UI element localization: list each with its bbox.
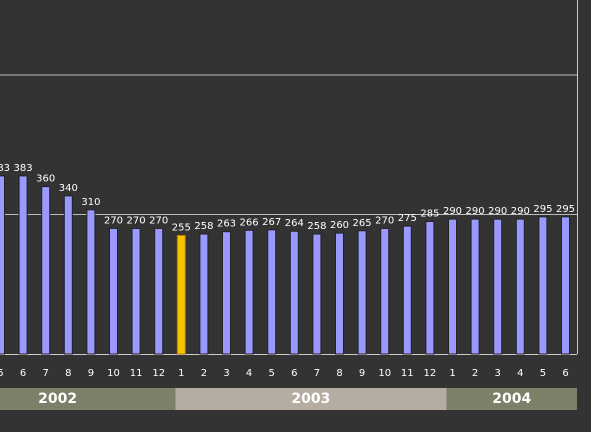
value-label: 383 bbox=[14, 163, 33, 174]
value-label: 270 bbox=[149, 215, 168, 226]
value-label: 270 bbox=[104, 215, 123, 226]
x-tick-label: 6 bbox=[20, 368, 26, 379]
x-tick-label: 9 bbox=[359, 368, 365, 379]
bar bbox=[493, 218, 503, 355]
value-label: 285 bbox=[420, 208, 439, 219]
bar bbox=[63, 195, 73, 355]
x-tick-label: 11 bbox=[401, 368, 414, 379]
bar bbox=[131, 227, 141, 355]
bar bbox=[41, 186, 51, 355]
x-tick-label: 12 bbox=[424, 368, 437, 379]
value-label: 290 bbox=[466, 206, 485, 217]
x-tick-label: 6 bbox=[291, 368, 297, 379]
bar bbox=[222, 231, 231, 355]
bar bbox=[267, 229, 277, 355]
value-label: 263 bbox=[217, 219, 236, 230]
year-band bbox=[175, 388, 447, 410]
bar bbox=[244, 229, 254, 355]
x-tick-label: 10 bbox=[378, 368, 391, 379]
value-label: 255 bbox=[172, 222, 191, 233]
bar bbox=[312, 233, 322, 355]
bar bbox=[86, 209, 96, 355]
bar bbox=[425, 220, 435, 355]
value-label: 290 bbox=[511, 206, 530, 217]
bar bbox=[357, 230, 367, 355]
x-tick-label: 5 bbox=[269, 368, 275, 379]
year-label: 2003 bbox=[291, 391, 330, 407]
x-tick-label: 5 bbox=[0, 368, 4, 379]
bar bbox=[561, 216, 570, 355]
value-label: 295 bbox=[556, 204, 575, 215]
value-label: 267 bbox=[262, 217, 281, 228]
value-label: 275 bbox=[398, 213, 417, 224]
x-tick-label: 3 bbox=[495, 368, 501, 379]
value-label: 265 bbox=[353, 218, 372, 229]
year-band bbox=[0, 388, 176, 410]
bar bbox=[335, 232, 344, 355]
x-tick-label: 7 bbox=[43, 368, 49, 379]
value-label: 264 bbox=[285, 218, 304, 229]
bar bbox=[176, 234, 186, 355]
value-label: 295 bbox=[533, 204, 552, 215]
value-label: 258 bbox=[307, 221, 326, 232]
value-label: 290 bbox=[443, 206, 462, 217]
bar bbox=[538, 216, 548, 355]
year-label: 2002 bbox=[38, 391, 77, 407]
bar bbox=[289, 230, 299, 355]
x-tick-label: 1 bbox=[449, 368, 455, 379]
value-label: 270 bbox=[375, 215, 394, 226]
value-label: 383 bbox=[0, 163, 10, 174]
x-tick-label: 8 bbox=[336, 368, 342, 379]
value-label: 310 bbox=[81, 197, 100, 208]
x-tick-label: 12 bbox=[152, 368, 165, 379]
value-label: 270 bbox=[127, 215, 146, 226]
x-tick-label: 7 bbox=[314, 368, 320, 379]
x-tick-label: 5 bbox=[540, 368, 546, 379]
x-tick-label: 2 bbox=[472, 368, 478, 379]
bar bbox=[515, 218, 525, 355]
bar bbox=[154, 227, 164, 355]
x-tick-label: 4 bbox=[246, 368, 252, 379]
bar bbox=[18, 175, 28, 355]
x-tick-label: 9 bbox=[88, 368, 94, 379]
x-tick-label: 1 bbox=[178, 368, 184, 379]
value-label: 340 bbox=[59, 183, 78, 194]
x-tick-label: 11 bbox=[130, 368, 143, 379]
x-tick-label: 10 bbox=[107, 368, 120, 379]
bar bbox=[380, 227, 390, 355]
x-tick-label: 4 bbox=[517, 368, 523, 379]
x-tick-label: 6 bbox=[562, 368, 568, 379]
year-label: 2004 bbox=[492, 391, 531, 407]
value-label: 360 bbox=[36, 174, 55, 185]
x-tick-label: 3 bbox=[223, 368, 229, 379]
bar bbox=[109, 227, 118, 355]
bar bbox=[199, 233, 209, 355]
bar bbox=[402, 225, 412, 355]
bar bbox=[0, 175, 5, 355]
year-band bbox=[446, 388, 577, 410]
x-tick-label: 2 bbox=[201, 368, 207, 379]
value-label: 260 bbox=[330, 220, 349, 231]
value-label: 258 bbox=[194, 221, 213, 232]
value-label: 266 bbox=[240, 217, 259, 228]
value-label: 290 bbox=[488, 206, 507, 217]
bar bbox=[448, 218, 457, 355]
bar bbox=[470, 218, 480, 355]
x-tick-label: 8 bbox=[65, 368, 71, 379]
